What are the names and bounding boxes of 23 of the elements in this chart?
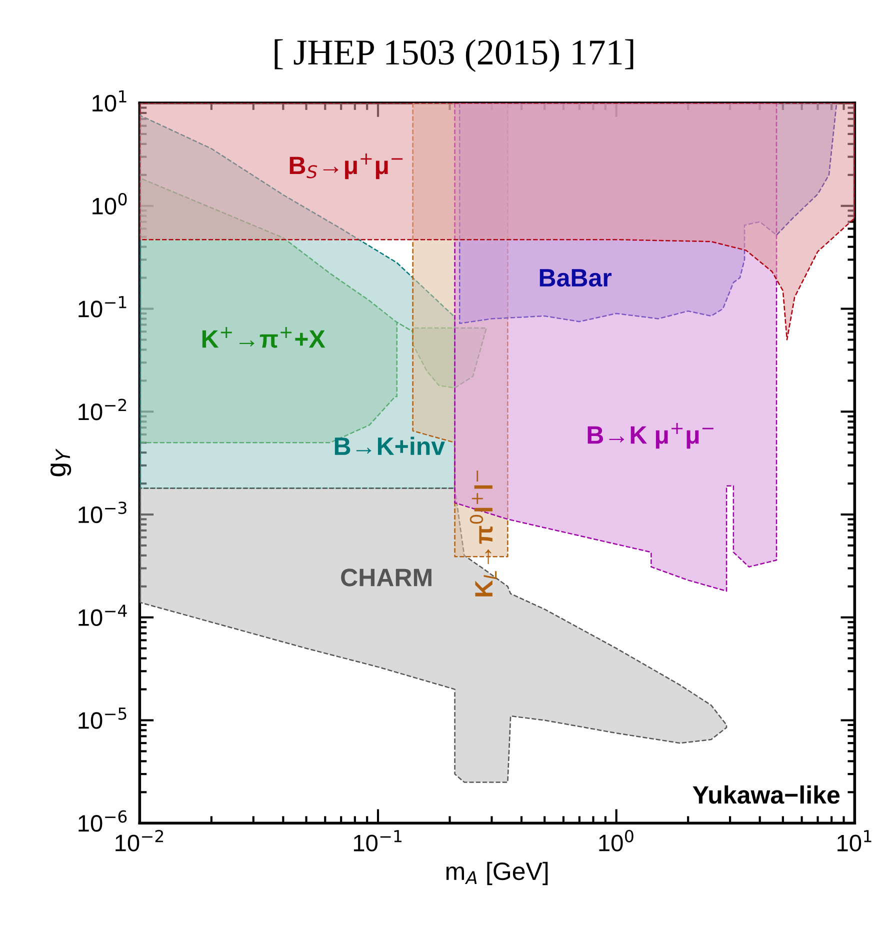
x-tick-label: 10$^{−2}$ (116, 830, 164, 852)
y-tick-label: 10$^{−6}$ (78, 810, 127, 832)
legend-label: K$^{+}$→π$^{+}$+X (202, 327, 326, 348)
y-tick-label: 10$^{−2}$ (78, 398, 126, 420)
legend-label: B$_{S}$→μ$^{+}$μ$^{−}$ (290, 153, 403, 180)
legend-label: B→K μ$^{+}$μ$^{−}$ (588, 423, 714, 449)
legend-label: BaBar (540, 269, 612, 287)
x-tick-label: 10$^{−1}$ (354, 830, 402, 852)
x-tick-label: 10$^{1}$ (838, 830, 872, 852)
x-axis-title: m$_{A}$ [GeV] (446, 862, 548, 886)
y-tick-label: 10$^{1}$ (92, 90, 126, 112)
x-tick-label: 10$^{0}$ (599, 830, 634, 852)
chart-title: [ JHEP 1503 (2015) 171] (274, 39, 634, 72)
y-tick-label: 10$^{−4}$ (78, 604, 127, 626)
y-tick-label: 10$^{−5}$ (78, 708, 126, 729)
y-tick-label: 10$^{−3}$ (78, 502, 126, 524)
annotation: Yukawa−like (692, 785, 840, 804)
y-tick-label: 10$^{0}$ (92, 192, 127, 214)
legend-label: B→K+inv (334, 436, 445, 455)
legend-label: CHARM (341, 568, 432, 586)
legend-label: K$_{L}$→π$^{0}$l$^{+}$l$^{−}$ (470, 470, 497, 596)
y-tick-label: 10$^{−1}$ (78, 296, 126, 318)
y-axis-title: g$_{Y}$ (50, 448, 72, 476)
